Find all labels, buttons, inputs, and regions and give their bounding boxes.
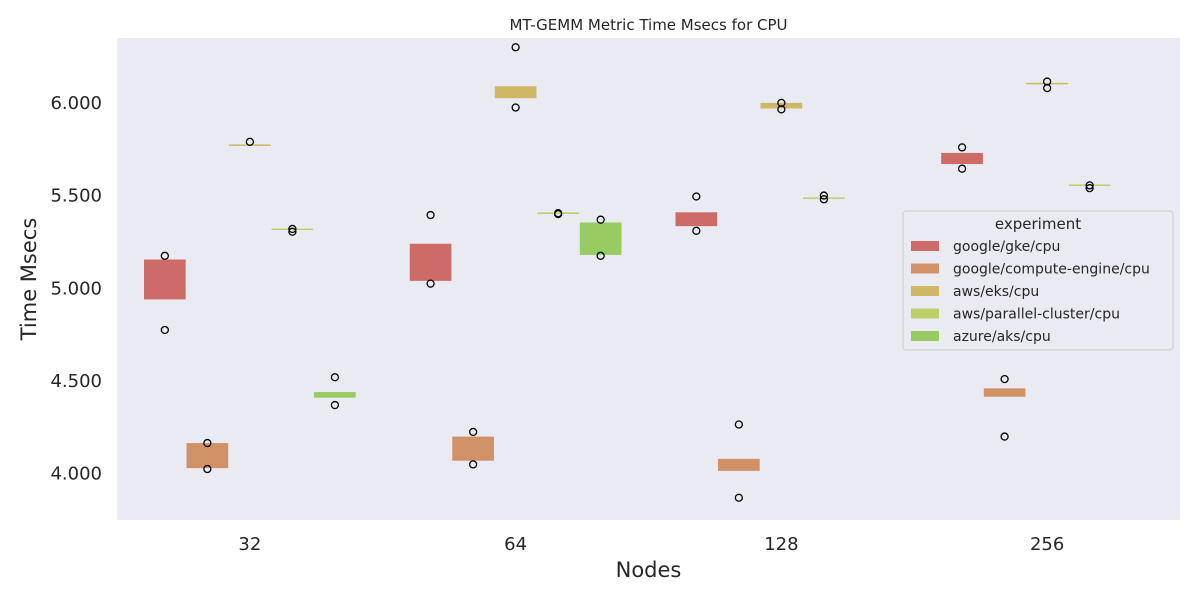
flier-google-gke-cpu-128-1 [692, 226, 701, 235]
flier-aws-eks-cpu-64-1 [511, 103, 520, 112]
legend-entry-label: google/gke/cpu [953, 239, 1060, 255]
legend-swatch [911, 241, 939, 251]
legend-swatch [911, 331, 939, 341]
legend-title: experiment [995, 215, 1081, 233]
flier-google-gke-cpu-128-0 [692, 192, 701, 201]
x-tick-label: 128 [764, 534, 798, 555]
flier-google-compute-engine-cpu-64-1 [468, 460, 478, 469]
box-aws-parallel-cluster-cpu-128 [803, 197, 845, 199]
flier-aws-parallel-cluster-cpu-32-1 [288, 227, 297, 236]
box-aws-parallel-cluster-cpu-64 [537, 212, 579, 214]
x-tick-label: 64 [504, 534, 527, 555]
flier-google-gke-cpu-256-0 [957, 143, 967, 152]
box-google-gke-cpu-32 [144, 259, 186, 300]
legend-entry-label: google/compute-engine/cpu [953, 262, 1150, 278]
y-tick-label: 4.000 [50, 464, 102, 485]
flier-aws-eks-cpu-64-0 [511, 43, 520, 52]
y-tick-label: 5.000 [50, 278, 102, 299]
legend-entry-label: aws/parallel-cluster/cpu [953, 307, 1120, 323]
flier-google-compute-engine-cpu-32-0 [203, 438, 212, 448]
flier-azure-aks-cpu-64-1 [596, 251, 605, 260]
legend-swatch [911, 263, 939, 274]
box-google-gke-cpu-256 [941, 152, 983, 165]
x-tick-label: 256 [1030, 534, 1064, 555]
flier-google-gke-cpu-256-1 [957, 164, 967, 173]
legend-entry-label: azure/aks/cpu [953, 329, 1051, 345]
box-google-gke-cpu-128 [675, 212, 718, 227]
chart-title: MT-GEMM Metric Time Msecs for CPU [509, 16, 787, 34]
flier-aws-parallel-cluster-cpu-256-0 [1085, 181, 1094, 190]
flier-aws-parallel-cluster-cpu-128-1 [819, 195, 829, 204]
box-aws-eks-cpu-256 [1026, 82, 1068, 85]
box-google-compute-engine-cpu-32 [186, 443, 229, 469]
box-azure-aks-cpu-32 [314, 392, 356, 398]
boxes-layer [144, 82, 1111, 471]
flier-aws-parallel-cluster-cpu-128-0 [819, 191, 829, 200]
flier-aws-parallel-cluster-cpu-64-1 [553, 209, 563, 219]
flier-aws-eks-cpu-128-1 [777, 105, 786, 114]
flier-google-gke-cpu-32-1 [160, 325, 169, 335]
x-tick-label: 32 [238, 534, 261, 555]
y-tick-label: 5.500 [50, 186, 102, 207]
y-tick-label: 4.500 [50, 371, 102, 392]
legend-swatch [911, 308, 939, 319]
flier-google-gke-cpu-64-0 [426, 210, 435, 220]
flier-aws-parallel-cluster-cpu-32-0 [288, 224, 297, 234]
flier-google-compute-engine-cpu-256-1 [1000, 432, 1009, 441]
flier-google-compute-engine-cpu-128-0 [734, 420, 744, 429]
box-azure-aks-cpu-64 [579, 222, 622, 255]
flier-azure-aks-cpu-32-0 [330, 373, 340, 382]
x-axis-ticks: 32 64 128 256 [238, 534, 1064, 555]
legend-frame [902, 210, 1174, 351]
x-axis-title: Nodes [616, 558, 682, 582]
box-aws-parallel-cluster-cpu-32 [271, 228, 314, 231]
box-google-compute-engine-cpu-256 [983, 388, 1026, 397]
flier-google-compute-engine-cpu-128-1 [734, 493, 744, 502]
fliers-layer [160, 43, 1094, 502]
flier-aws-eks-cpu-32-0 [245, 137, 255, 146]
flier-google-compute-engine-cpu-64-0 [468, 427, 478, 437]
flier-google-gke-cpu-64-1 [426, 279, 435, 288]
flier-google-compute-engine-cpu-32-1 [203, 464, 212, 474]
legend-swatch [911, 286, 939, 296]
legend: experiment google/gke/cpu google/compute-… [902, 210, 1174, 351]
flier-google-gke-cpu-32-0 [160, 251, 169, 260]
flier-azure-aks-cpu-64-0 [596, 215, 605, 224]
y-tick-label: 6.000 [50, 93, 102, 114]
y-axis-ticks: 4.000 4.500 5.000 5.500 6.000 [50, 93, 102, 485]
box-google-compute-engine-cpu-64 [452, 436, 494, 461]
flier-aws-eks-cpu-256-1 [1042, 83, 1052, 93]
flier-azure-aks-cpu-32-1 [330, 400, 340, 410]
y-axis-title: Time Msecs [17, 218, 41, 342]
flier-google-compute-engine-cpu-256-0 [1000, 374, 1009, 384]
box-google-compute-engine-cpu-128 [718, 458, 760, 471]
box-google-gke-cpu-64 [409, 243, 452, 281]
flier-aws-parallel-cluster-cpu-256-1 [1085, 184, 1094, 193]
legend-entry-label: aws/eks/cpu [953, 284, 1039, 300]
box-aws-eks-cpu-64 [494, 86, 537, 99]
